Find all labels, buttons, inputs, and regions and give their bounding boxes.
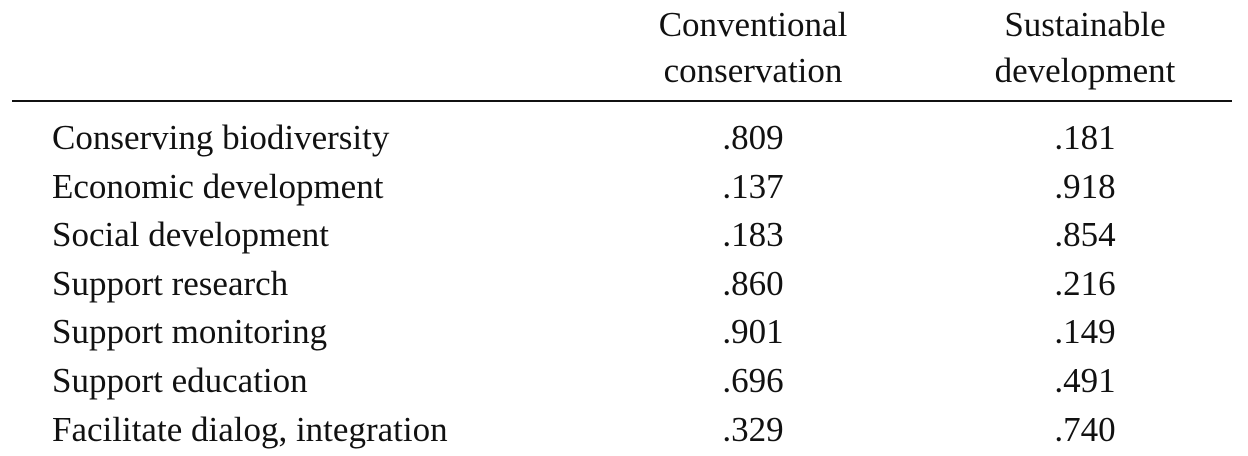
sustainable-value: .918	[1054, 166, 1116, 206]
column-header-line: conservation	[663, 51, 843, 90]
sustainable-value: .216	[1054, 263, 1116, 303]
table-row: Support education .696 .491	[0, 357, 1248, 406]
conventional-value: .329	[722, 409, 784, 449]
column-header-line: Conventional	[658, 5, 848, 44]
table-body: Conserving biodiversity .809 .181 Econom…	[0, 114, 1248, 454]
table-row: Social development .183 .854	[0, 211, 1248, 260]
conventional-value: .809	[722, 118, 784, 157]
conventional-value: .860	[722, 263, 784, 303]
row-label: Support research	[52, 263, 289, 303]
sustainable-value: .491	[1054, 360, 1116, 400]
conventional-value: .183	[722, 215, 784, 255]
row-label: Support education	[52, 360, 308, 400]
header-rule	[12, 100, 1232, 102]
table-row: Support monitoring .901 .149	[0, 308, 1248, 357]
column-header-line: Sustainable	[1004, 5, 1166, 44]
column-header-sustainable-development: Sustainable development	[960, 2, 1210, 94]
table-header: Conventional conservation Sustainable de…	[0, 0, 1248, 100]
conventional-value: .137	[722, 166, 784, 206]
row-label: Conserving biodiversity	[52, 118, 390, 157]
conventional-value: .901	[722, 312, 784, 352]
sustainable-value: .149	[1054, 312, 1116, 352]
row-label: Facilitate dialog, integration	[52, 409, 448, 449]
table-row: Facilitate dialog, integration .329 .740	[0, 406, 1248, 455]
sustainable-value: .181	[1054, 118, 1116, 157]
sustainable-value: .854	[1054, 215, 1116, 255]
row-label: Social development	[52, 215, 330, 255]
table-row: Conserving biodiversity .809 .181	[0, 114, 1248, 163]
sustainable-value: .740	[1054, 409, 1116, 449]
conventional-value: .696	[722, 360, 784, 400]
table-row: Support research .860 .216	[0, 260, 1248, 309]
row-label: Economic development	[52, 166, 384, 206]
table-row: Economic development .137 .918	[0, 163, 1248, 212]
column-header-line: development	[994, 51, 1176, 90]
column-header-conventional-conservation: Conventional conservation	[628, 2, 878, 94]
row-label: Support monitoring	[52, 312, 328, 352]
